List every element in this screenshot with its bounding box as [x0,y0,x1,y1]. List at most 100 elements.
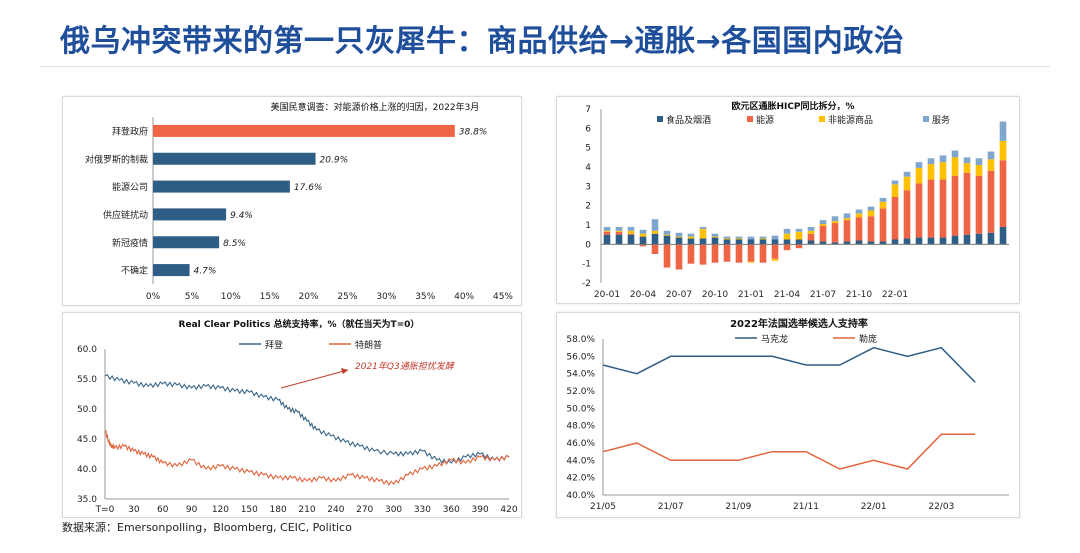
series-line [104,373,510,465]
legend-swatch [819,116,825,122]
y-tick-label: 54.0% [566,370,595,380]
x-tick-label: 22/03 [928,502,954,512]
stacked-bar-segment [639,233,647,237]
y-tick-label: 46.0% [566,439,595,449]
stacked-bar-segment [867,216,875,242]
legend-swatch [747,116,753,122]
stacked-bar-segment [999,226,1007,245]
stacked-bar-segment [687,244,695,264]
stacked-bar-segment [771,235,779,240]
stacked-bar-segment [759,238,767,240]
legend-label: 非能源商品 [828,114,873,126]
stacked-bar-segment [891,180,899,185]
stacked-bar-segment [711,236,719,238]
chart-panel-hicp: 欧元区通胀HICP同比拆分，% -2 -1 0 1 2 3 4 5 6 7 20-01 20-04 20… [556,96,1020,304]
stacked-bar-segment [675,236,683,238]
chart-title: 美国民意调查：对能源价格上涨的归因，2022年3月 [271,101,480,113]
y-tick-label: 55.0 [77,375,97,385]
x-tick-label: 20% [299,292,319,302]
stacked-bar-segment [999,140,1007,161]
stacked-bar-segment [783,244,791,251]
stacked-bar-segment [903,238,911,245]
stacked-bar-segment [843,213,851,219]
stacked-bar-segment [723,239,731,245]
stacked-bar-segment [759,239,767,245]
stacked-bar-segment [639,244,647,247]
stacked-bar-segment [747,261,755,263]
x-tick-label: 30% [376,292,396,302]
stacked-bar-segment [927,164,935,180]
stacked-bar-segment [783,233,791,240]
series-line [602,346,976,383]
x-tick-label: 150 [241,505,258,515]
stacked-bar-segment [903,190,911,239]
x-tick-label: 0% [146,292,161,302]
x-tick-label: 300 [385,505,402,515]
x-tick-label: 60 [157,505,169,515]
stacked-bar-segment [687,238,695,245]
y-tick-label: 45.0 [77,435,97,445]
stacked-bar-segment [879,197,887,202]
chart-title: Real Clear Politics 总统支持率，%（就任当天为T=0） [179,318,420,330]
stacked-bar-segment [687,233,695,237]
stacked-bar-segment [903,176,911,191]
stacked-bar-segment [699,244,707,265]
stacked-bar-segment [639,229,647,234]
x-tick-label: 21-01 [738,290,764,300]
stacked-bar-segment [627,233,635,235]
y-tick-label: -2 [582,279,591,289]
bar [153,152,316,165]
legend-swatch [923,116,929,122]
stacked-bar-segment [615,226,623,231]
stacked-bar-segment [603,231,611,235]
y-tick-label: 0 [585,240,591,250]
stacked-bar-segment [783,228,791,234]
x-tick-label: 15% [260,292,280,302]
stacked-bar-segment [675,232,683,237]
chart-panel-approval: Real Clear Politics 总统支持率，%（就任当天为T=0） 35… [62,312,522,518]
stacked-bar-segment [843,218,851,221]
stacked-bar-segment [663,235,671,245]
stacked-bar-segment [963,172,971,235]
legend-label: 服务 [932,114,950,126]
category-label: 能源公司 [112,181,148,193]
stacked-bar-segment [939,179,947,238]
category-label: 供应链扰动 [103,209,148,221]
stacked-bar-segment [939,155,947,163]
y-tick-label: 44.0% [566,456,595,466]
stacked-bar-segment [987,159,995,171]
stacked-bar-segment [735,236,743,239]
x-tick-label: 240 [327,505,344,515]
stacked-bar-segment [999,160,1007,227]
stacked-bar-segment [699,226,707,229]
stacked-bar-segment [807,240,815,245]
stacked-bar-segment [723,244,731,262]
stacked-bar-segment [831,216,839,222]
category-label: 不确定 [121,265,148,277]
hicp-stacked-bar-chart: 欧元区通胀HICP同比拆分，% -2 -1 0 1 2 3 4 5 6 7 20-01 20-04 20… [582,100,1009,300]
stacked-bar-segment [951,175,959,236]
stacked-bar-segment [831,221,839,224]
stacked-bar-segment [927,179,935,238]
annotation-arrow-head [341,368,348,374]
stacked-bar-segment [687,236,695,239]
legend-label: 食品及烟酒 [666,114,711,126]
y-tick-label: 52.0% [566,387,595,397]
x-tick-label: 22-01 [882,290,908,300]
stacked-bar-segment [759,236,767,239]
stacked-bar-segment [927,237,935,245]
stacked-bar-segment [975,175,983,234]
x-tick-label: 20-10 [702,290,728,300]
stacked-bar-segment [927,158,935,165]
france-election-line-chart: 2022年法国选举候选人支持率 40.0% 42.0% 44.0% 46.0% 48.0… [566,317,1009,512]
legend-swatch [657,116,663,122]
stacked-bar-segment [987,232,995,245]
stacked-bar-segment [783,239,791,245]
legend-label: 能源 [756,114,774,126]
stacked-bar-segment [735,244,743,263]
x-tick-label: 120 [212,505,229,515]
y-tick-label: 2 [585,202,591,212]
x-tick-label: T=0 [95,505,115,515]
series-line [602,433,976,470]
x-tick-label: 30 [128,505,140,515]
